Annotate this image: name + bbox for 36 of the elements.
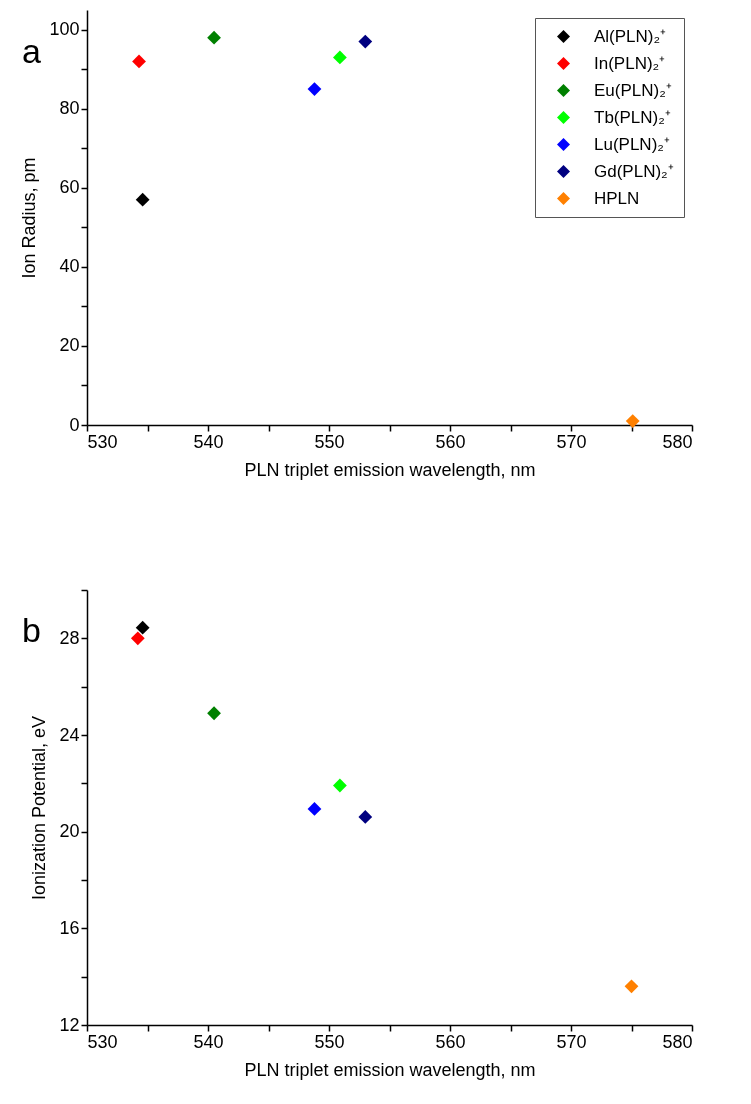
x-tick-label: 540	[193, 431, 224, 452]
y-tick-label: 40	[59, 256, 80, 277]
legend-label: Al(PLN)₂⁺	[594, 26, 667, 46]
y-tick-label: 60	[59, 177, 80, 198]
x-tick-label: 550	[314, 431, 345, 452]
y-axis-title: Ion Radius, pm	[19, 157, 40, 279]
y-tick-label: 80	[59, 98, 80, 119]
legend-label: Lu(PLN)₂⁺	[594, 134, 670, 154]
x-tick-label: 530	[87, 1031, 118, 1052]
y-tick-label: 20	[59, 821, 80, 842]
legend-label: HPLN	[594, 188, 640, 208]
text: a	[22, 32, 41, 70]
x-tick-label: 560	[435, 1031, 466, 1052]
legend-label: Eu(PLN)₂⁺	[594, 80, 672, 100]
x-axis-title: PLN triplet emission wavelength, nm	[244, 1059, 536, 1080]
legend-label: Gd(PLN)₂⁺	[594, 161, 674, 181]
y-tick-label: 28	[59, 627, 80, 648]
x-tick-label: 570	[556, 431, 587, 452]
text: b	[22, 611, 41, 650]
legend-label: In(PLN)₂⁺	[594, 53, 666, 73]
y-tick-label: 16	[59, 917, 80, 938]
legend-label: Tb(PLN)₂⁺	[594, 107, 671, 127]
y-tick-label: 100	[49, 19, 80, 40]
x-tick-label: 580	[662, 1031, 693, 1052]
x-tick-label: 560	[435, 431, 466, 452]
x-tick-label: 580	[662, 431, 693, 452]
y-tick-label: 20	[59, 335, 80, 356]
y-tick-label: 0	[69, 414, 80, 435]
x-tick-label: 540	[193, 1031, 224, 1052]
x-axis-title: PLN triplet emission wavelength, nm	[244, 459, 536, 480]
x-tick-label: 530	[87, 431, 118, 452]
x-tick-label: 550	[314, 1031, 345, 1052]
x-tick-label: 570	[556, 1031, 587, 1052]
y-axis-title: Ionization Potential, eV	[29, 715, 50, 901]
y-tick-label: 12	[59, 1014, 80, 1035]
y-tick-label: 24	[59, 724, 80, 745]
